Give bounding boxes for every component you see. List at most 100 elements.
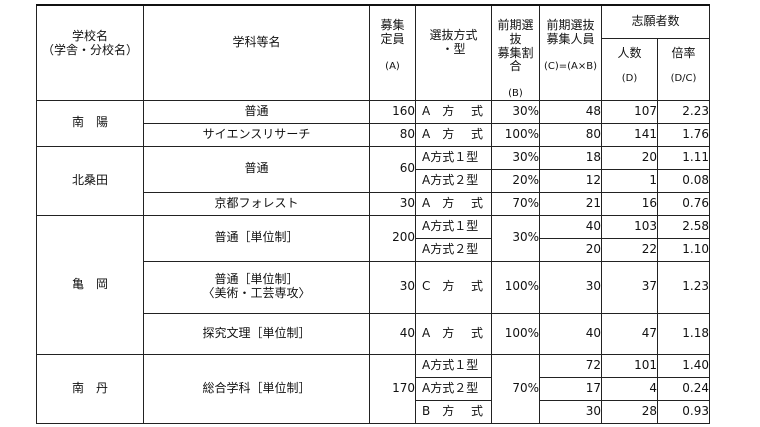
header-method-l1: 選抜方式 bbox=[429, 28, 478, 42]
method-label: C 方 bbox=[422, 279, 455, 294]
header-count: 人数 (D) bbox=[601, 38, 658, 101]
ratio-cell: 70% bbox=[491, 191, 540, 216]
early-cell: 48 bbox=[539, 99, 602, 124]
rate-cell: 1.76 bbox=[657, 122, 710, 147]
rate-cell: 1.18 bbox=[657, 312, 710, 355]
table-row: 南 丹 総合学科［単位制］ 170 A方式１型 70% 72 101 1.40 bbox=[36, 353, 710, 424]
rate-cell: 0.76 bbox=[657, 191, 710, 216]
method-cell: A 方式 bbox=[415, 191, 492, 216]
method-label: A方式２型 bbox=[422, 172, 479, 187]
header-method: 選抜方式 ・型 bbox=[415, 3, 492, 101]
dept-cell: 探究文理［単位制］ bbox=[143, 312, 370, 355]
rate-cell: 2.58 bbox=[657, 214, 710, 239]
header-ratio-l1: 前期選抜 bbox=[497, 18, 534, 46]
header-ratio-unit: (B) bbox=[508, 88, 523, 100]
count-cell: 107 bbox=[601, 99, 658, 124]
header-quota-unit: (A) bbox=[385, 60, 400, 72]
method-suffix: 式 bbox=[470, 325, 483, 340]
header-quota-l1: 募集 bbox=[380, 18, 405, 32]
header-row-bottom: 人数 (D) 倍率 (D/C) bbox=[37, 38, 710, 101]
header-early-l2: 募集人員 bbox=[546, 31, 595, 46]
header-count-label: 人数 bbox=[617, 46, 642, 61]
method-label: A方式１型 bbox=[422, 149, 479, 164]
header-ratio-l2: 募集割合 bbox=[497, 45, 534, 74]
quota-cell: 60 bbox=[369, 145, 416, 193]
method-label: A方式２型 bbox=[422, 380, 479, 395]
method-suffix: 式 bbox=[470, 126, 483, 141]
rate-cell: 1.10 bbox=[657, 237, 710, 262]
header-school: 学校名 （学舎・分校名） bbox=[36, 3, 144, 101]
dept-cell: 普通 bbox=[143, 99, 370, 124]
method-label: B 方 bbox=[422, 403, 455, 418]
rate-cell: 0.08 bbox=[657, 168, 710, 193]
quota-cell: 80 bbox=[369, 122, 416, 147]
table-row: 亀 岡 普通［単位制］ 200 A方式１型 30% 40 103 2.58 bbox=[36, 214, 710, 355]
header-early-unit: (C)=(A×B) bbox=[543, 60, 598, 72]
method-cell: A 方式 bbox=[415, 312, 492, 355]
quota-cell: 200 bbox=[369, 214, 416, 262]
count-cell: 47 bbox=[601, 312, 658, 355]
dept-cell: 普通 bbox=[143, 145, 370, 193]
ratio-cell: 100% bbox=[491, 312, 540, 355]
ratio-cell: 30% bbox=[491, 99, 540, 124]
header-dept-label: 学科等名 bbox=[232, 35, 281, 49]
early-cell: 80 bbox=[539, 122, 602, 147]
ratio-cell: 20% bbox=[491, 168, 540, 193]
table-row: A方式２型 20% 12 1 0.08 bbox=[37, 168, 710, 193]
header-ratio: 前期選抜 募集割合 (B) bbox=[491, 3, 540, 101]
header-dept: 学科等名 bbox=[143, 3, 370, 101]
school-cell: 亀 岡 bbox=[36, 214, 144, 355]
method-label: A 方 bbox=[422, 126, 455, 141]
header-rate: 倍率 (D/C) bbox=[657, 38, 710, 101]
header-applicants: 志願者数 bbox=[601, 4, 710, 40]
early-cell: 40 bbox=[539, 214, 602, 239]
method-label: A 方 bbox=[422, 195, 455, 210]
method-suffix: 式 bbox=[470, 103, 483, 118]
quota-cell: 30 bbox=[369, 260, 416, 314]
count-cell: 4 bbox=[601, 376, 658, 401]
count-cell: 28 bbox=[601, 399, 658, 424]
dept-subline: 〈美術・工芸専攻〉 bbox=[202, 286, 311, 301]
method-label: A方式１型 bbox=[422, 218, 479, 233]
rate-cell: 1.23 bbox=[657, 260, 710, 314]
table-row: 南 陽 普通 160 A 方式 30% 48 107 2.23 bbox=[36, 99, 710, 147]
table-row: 北桑田 普通 60 A方式１型 30% 18 20 1.11 bbox=[36, 145, 710, 216]
method-suffix: 式 bbox=[470, 279, 483, 294]
header-rate-label: 倍率 bbox=[671, 46, 696, 61]
early-cell: 72 bbox=[539, 353, 602, 378]
early-cell: 40 bbox=[539, 312, 602, 355]
table-row: 京都フォレスト 30 A 方式 70% 21 16 0.76 bbox=[37, 191, 710, 216]
header-school-sub: （学舎・分校名） bbox=[41, 42, 138, 57]
count-cell: 16 bbox=[601, 191, 658, 216]
school-cell: 北桑田 bbox=[36, 145, 144, 216]
header-quota: 募集 定員 (A) bbox=[369, 3, 416, 101]
dept-line: 普通［単位制］ bbox=[214, 272, 299, 287]
method-cell: A方式１型 bbox=[415, 214, 492, 239]
header-quota-l2: 定員 bbox=[380, 31, 405, 46]
quota-cell: 30 bbox=[369, 191, 416, 216]
method-cell: A方式２型 bbox=[415, 237, 492, 262]
header-rate-unit: (D/C) bbox=[670, 73, 697, 85]
dept-cell: 普通［単位制］ 〈美術・工芸専攻〉 bbox=[143, 260, 370, 314]
method-cell: A方式２型 bbox=[415, 376, 492, 401]
header-applicants-label: 志願者数 bbox=[631, 14, 680, 29]
method-suffix: 式 bbox=[470, 403, 483, 418]
rate-cell: 1.40 bbox=[657, 353, 710, 378]
count-cell: 101 bbox=[601, 353, 658, 378]
early-cell: 30 bbox=[539, 260, 602, 314]
count-cell: 141 bbox=[601, 122, 658, 147]
method-cell: A方式１型 bbox=[415, 353, 492, 378]
method-label: A 方 bbox=[422, 325, 455, 340]
header-count-unit: (D) bbox=[621, 73, 638, 85]
count-cell: 20 bbox=[601, 145, 658, 170]
method-suffix: 式 bbox=[470, 195, 483, 210]
early-cell: 18 bbox=[539, 145, 602, 170]
school-cell: 南 陽 bbox=[36, 99, 144, 147]
method-cell: C 方式 bbox=[415, 260, 492, 314]
method-cell: A方式１型 bbox=[415, 145, 492, 170]
header-method-l2: ・型 bbox=[441, 41, 466, 56]
method-label: A 方 bbox=[422, 103, 455, 118]
ratio-cell: 100% bbox=[491, 260, 540, 314]
ratio-cell: 30% bbox=[491, 145, 540, 170]
